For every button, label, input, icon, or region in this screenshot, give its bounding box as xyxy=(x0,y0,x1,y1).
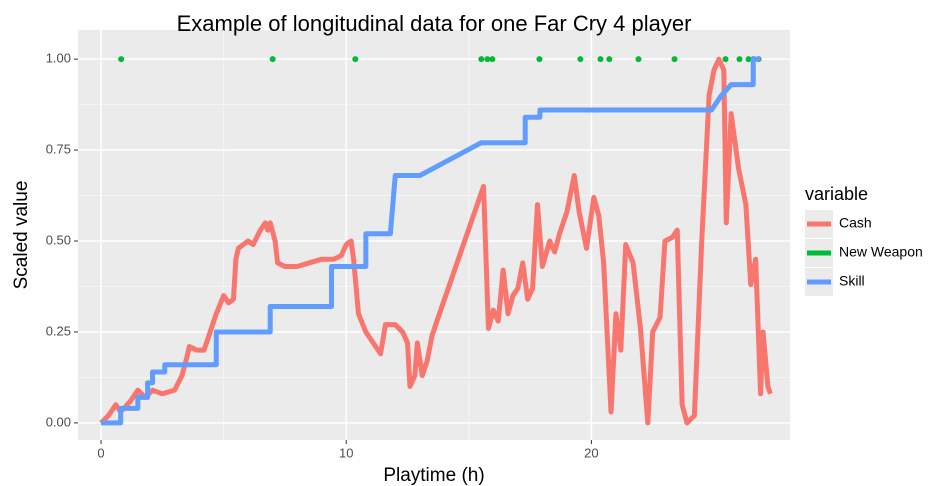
legend-label: New Weapon xyxy=(839,244,923,260)
series-point xyxy=(597,56,604,63)
series-line xyxy=(99,56,773,426)
series-point xyxy=(736,56,743,63)
x-tick-label: 20 xyxy=(584,445,598,460)
y-axis-title: Scaled value xyxy=(11,181,32,290)
series-point xyxy=(577,56,584,63)
series-point xyxy=(536,56,543,63)
y-tick-label: 1.00 xyxy=(46,51,71,66)
x-tick-label: 0 xyxy=(97,445,104,460)
series-point xyxy=(118,56,125,63)
series-point xyxy=(478,56,485,63)
legend-title: variable xyxy=(805,184,868,204)
series-point xyxy=(352,56,359,63)
series-point xyxy=(671,56,678,63)
y-tick-label: 0.75 xyxy=(46,141,71,156)
series-line xyxy=(101,56,761,426)
x-tick-label: 10 xyxy=(339,445,353,460)
legend-label: Cash xyxy=(839,215,872,231)
series-point xyxy=(489,56,496,63)
series-point xyxy=(722,56,729,63)
series-point xyxy=(484,56,491,63)
series-point xyxy=(745,56,752,63)
x-axis-title: Playtime (h) xyxy=(383,465,484,486)
series-point xyxy=(635,56,642,63)
legend-label: Skill xyxy=(839,273,865,289)
series-point xyxy=(269,56,276,63)
y-tick-label: 0.50 xyxy=(46,232,71,247)
y-tick-label: 0.00 xyxy=(46,414,71,429)
chart-title: Example of longitudinal data for one Far… xyxy=(177,11,692,36)
y-tick-label: 0.25 xyxy=(46,323,71,338)
series-point xyxy=(606,56,613,63)
